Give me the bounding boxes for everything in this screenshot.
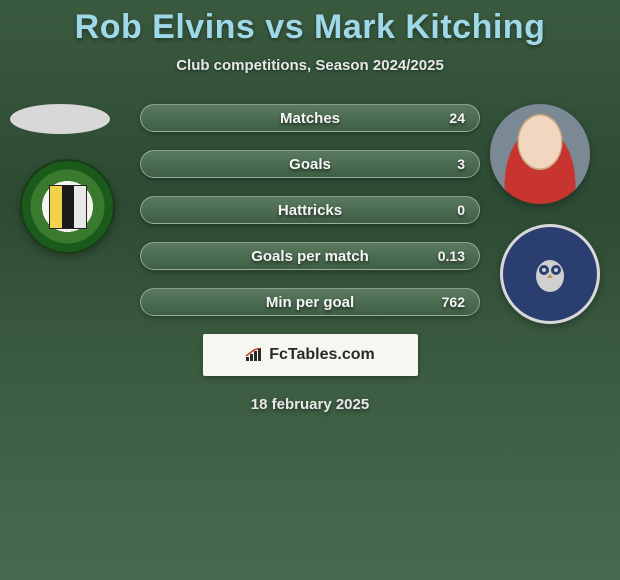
stat-row-mpg: Min per goal 762 xyxy=(140,288,480,316)
player-right-crest xyxy=(500,224,600,324)
stat-label: Goals per match xyxy=(251,248,369,265)
stat-bars: Matches 24 Goals 3 Hattricks 0 Goals per… xyxy=(140,104,480,316)
stat-value-right: 0.13 xyxy=(438,248,465,264)
source-logo-text: FcTables.com xyxy=(269,346,375,364)
player-left-crest xyxy=(20,159,115,254)
player-left-avatar xyxy=(10,104,110,134)
stat-row-matches: Matches 24 xyxy=(140,104,480,132)
stat-row-goals: Goals 3 xyxy=(140,150,480,178)
stat-label: Min per goal xyxy=(266,294,354,311)
stat-value-right: 3 xyxy=(457,156,465,172)
stat-value-right: 24 xyxy=(449,110,465,126)
source-logo: FcTables.com xyxy=(203,334,418,376)
stat-row-hattricks: Hattricks 0 xyxy=(140,196,480,224)
stats-area: Matches 24 Goals 3 Hattricks 0 Goals per… xyxy=(0,104,620,316)
owl-icon xyxy=(526,250,574,298)
stat-label: Goals xyxy=(289,156,331,173)
stat-value-right: 0 xyxy=(457,202,465,218)
subtitle: Club competitions, Season 2024/2025 xyxy=(0,57,620,74)
page-title: Rob Elvins vs Mark Kitching xyxy=(0,0,620,47)
stat-row-gpm: Goals per match 0.13 xyxy=(140,242,480,270)
stat-label: Matches xyxy=(280,110,340,127)
stat-label: Hattricks xyxy=(278,202,342,219)
bars-icon xyxy=(245,348,263,362)
date-text: 18 february 2025 xyxy=(0,396,620,413)
stat-value-right: 762 xyxy=(442,294,465,310)
player-right-avatar xyxy=(490,104,590,204)
